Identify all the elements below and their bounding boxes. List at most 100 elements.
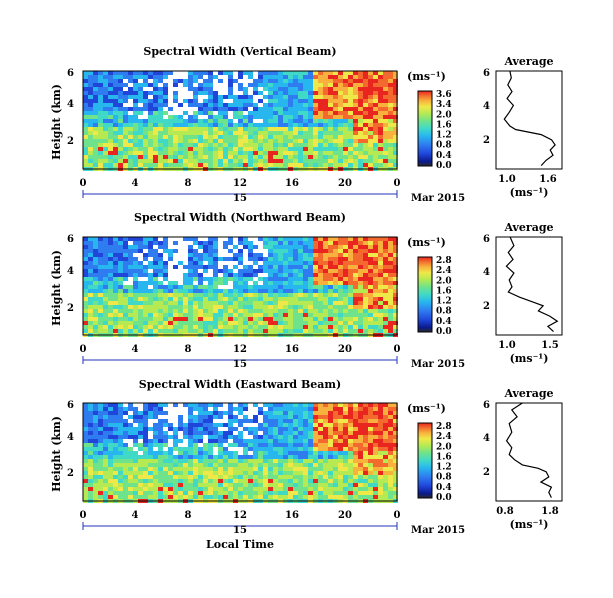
heatmap-cell xyxy=(368,495,373,499)
heatmap-cell xyxy=(288,269,293,273)
heatmap-cell xyxy=(173,249,178,253)
heatmap-cell xyxy=(303,123,308,127)
heatmap-cell xyxy=(203,289,208,293)
heatmap-cell xyxy=(243,249,248,253)
heatmap-cell xyxy=(183,115,188,119)
heatmap-cell xyxy=(378,289,383,293)
heatmap-cell xyxy=(363,103,368,107)
heatmap-cell xyxy=(278,427,283,431)
heatmap-cell xyxy=(93,483,98,487)
heatmap-cell xyxy=(203,305,208,309)
heatmap-cell xyxy=(383,87,388,91)
heatmap-cell xyxy=(163,289,168,293)
heatmap-cell xyxy=(193,269,198,273)
heatmap-cell xyxy=(213,79,218,83)
heatmap-cell xyxy=(338,321,343,325)
heatmap-cell xyxy=(143,131,148,135)
heatmap-cell xyxy=(348,151,353,155)
heatmap-cell xyxy=(188,475,193,479)
heatmap-cell xyxy=(383,75,388,79)
heatmap-cell xyxy=(358,265,363,269)
heatmap-cell xyxy=(283,83,288,87)
heatmap-cell xyxy=(113,119,118,123)
heatmap-cell xyxy=(228,123,233,127)
heatmap-cell xyxy=(123,329,128,333)
heatmap-cell xyxy=(353,135,358,139)
heatmap-cell xyxy=(388,249,393,253)
heatmap-cell xyxy=(313,131,318,135)
heatmap-cell xyxy=(118,423,123,427)
heatmap-cell xyxy=(218,151,223,155)
heatmap-cell xyxy=(128,91,133,95)
y-tick-label: 2 xyxy=(67,303,74,314)
heatmap-cell xyxy=(388,431,393,435)
heatmap-cell xyxy=(198,431,203,435)
heatmap-cell xyxy=(298,447,303,451)
heatmap-cell xyxy=(88,95,93,99)
heatmap-cell xyxy=(88,447,93,451)
heatmap-cell xyxy=(193,415,198,419)
heatmap-cell xyxy=(248,403,253,407)
heatmap-cell xyxy=(188,115,193,119)
heatmap-cell xyxy=(123,245,128,249)
x-axis: 0 4 8 12 16 20 0 15 Mar 2015 Local Time xyxy=(80,510,466,551)
heatmap-cell xyxy=(233,127,238,131)
heatmap-cell xyxy=(348,297,353,301)
heatmap-cell xyxy=(388,439,393,443)
heatmap-cell xyxy=(113,329,118,333)
heatmap-cell xyxy=(223,253,228,257)
heatmap-cell xyxy=(348,99,353,103)
heatmap-cell xyxy=(158,71,163,75)
heatmap-cell xyxy=(193,305,198,309)
heatmap-cell xyxy=(278,75,283,79)
heatmap-cell xyxy=(178,87,183,91)
heatmap-cell xyxy=(293,87,298,91)
heatmap-cell xyxy=(288,273,293,277)
heatmap-cell xyxy=(123,479,128,483)
heatmap-cell xyxy=(343,483,348,487)
heatmap-cell xyxy=(233,435,238,439)
heatmap-cell xyxy=(98,487,103,491)
heatmap-cell xyxy=(168,241,173,245)
heatmap-cell xyxy=(243,317,248,321)
heatmap-cell xyxy=(343,237,348,241)
heatmap-cell xyxy=(213,423,218,427)
heatmap-cell xyxy=(363,479,368,483)
heatmap-cell xyxy=(378,463,383,467)
eastward-beam-panel: Spectral Width (Eastward Beam) Height (k… xyxy=(50,378,563,551)
heatmap-cell xyxy=(308,451,313,455)
heatmap-cell xyxy=(153,139,158,143)
heatmap-cell xyxy=(188,147,193,151)
heatmap-cell xyxy=(108,301,113,305)
heatmap-cell xyxy=(273,281,278,285)
heatmap-cell xyxy=(258,415,263,419)
heatmap-cell xyxy=(343,305,348,309)
heatmap-cell xyxy=(383,79,388,83)
heatmap-cell xyxy=(253,435,258,439)
heatmap-cell xyxy=(128,257,133,261)
y-tick-label: 2 xyxy=(67,136,74,147)
heatmap-cell xyxy=(333,431,338,435)
heatmap-cell xyxy=(108,459,113,463)
heatmap-cell xyxy=(163,131,168,135)
heatmap-cell xyxy=(198,87,203,91)
heatmap-cell xyxy=(153,127,158,131)
heatmap-cell xyxy=(98,103,103,107)
heatmap-cell xyxy=(368,159,373,163)
heatmap-cell xyxy=(263,139,268,143)
heatmap-cell xyxy=(288,127,293,131)
heatmap-cell xyxy=(393,317,398,321)
heatmap-cell xyxy=(228,285,233,289)
heatmap-cell xyxy=(323,151,328,155)
heatmap-cell xyxy=(133,407,138,411)
heatmap-cell xyxy=(368,135,373,139)
heatmap-cell xyxy=(233,139,238,143)
heatmap-cell xyxy=(378,317,383,321)
heatmap-cell xyxy=(318,325,323,329)
heatmap-cell xyxy=(213,273,218,277)
heatmap-cell xyxy=(208,273,213,277)
heatmap-cell xyxy=(308,147,313,151)
heatmap-cell xyxy=(228,155,233,159)
heatmap-cell xyxy=(268,111,273,115)
heatmap-cell xyxy=(293,329,298,333)
